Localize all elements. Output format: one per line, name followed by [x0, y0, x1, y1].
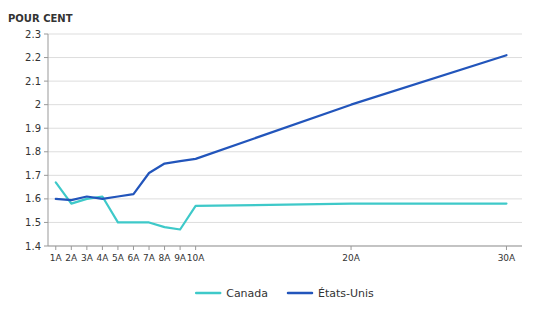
x-tick-label: 4A [96, 253, 109, 263]
series-line [56, 55, 507, 200]
legend-item: Canada [196, 287, 268, 300]
legend-swatch [196, 292, 220, 295]
x-tick [117, 246, 118, 250]
y-tick-label: 1.6 [25, 193, 41, 204]
grid-line [48, 104, 522, 105]
x-axis-line [48, 246, 522, 247]
x-tick [71, 246, 72, 250]
x-tick [55, 246, 56, 250]
x-tick [102, 246, 103, 250]
grid-line [48, 57, 522, 58]
grid-line [48, 34, 522, 35]
grid-line [48, 246, 522, 247]
y-tick [44, 151, 48, 152]
x-tick-label: 20A [342, 253, 360, 263]
y-tick [44, 175, 48, 176]
x-tick [195, 246, 196, 250]
y-tick [44, 57, 48, 58]
y-tick-label: 1.5 [25, 217, 41, 228]
x-tick [351, 246, 352, 250]
y-tick [44, 81, 48, 82]
series-group [56, 55, 507, 229]
y-tick [44, 128, 48, 129]
y-tick [44, 34, 48, 35]
x-tick-label: 6A [128, 253, 141, 263]
x-tick-label: 8A [159, 253, 172, 263]
grid-line [48, 151, 522, 152]
x-tick-label: 10A [187, 253, 205, 263]
grid [48, 34, 522, 246]
legend-label: Canada [226, 287, 268, 300]
y-tick [44, 104, 48, 105]
y-tick-label: 1.7 [25, 170, 41, 181]
grid-line [48, 175, 522, 176]
legend-item: États-Unis [288, 287, 374, 300]
axes: 1.4 1.5 1.6 1.7 1.8 1.9 2 2.1 2.2 2.3 1A2A3A4A5A6A… [25, 29, 522, 264]
y-tick-label: 1.9 [25, 123, 41, 134]
legend-swatch [288, 292, 312, 295]
x-tick [506, 246, 507, 250]
y-tick [44, 246, 48, 247]
y-tick-label: 1.4 [25, 241, 41, 252]
x-tick-label: 7A [143, 253, 156, 263]
y-tick-label: 2.2 [25, 52, 41, 63]
x-tick [164, 246, 165, 250]
y-tick-label: 2.3 [25, 29, 41, 40]
legend: Canada États-Unis [196, 287, 374, 300]
y-tick-label: 2 [35, 99, 41, 110]
series-line [56, 182, 507, 229]
y-axis-line [48, 34, 49, 246]
x-tick-label: 2A [65, 253, 78, 263]
x-tick-label: 1A [50, 253, 63, 263]
x-tick [86, 246, 87, 250]
grid-line [48, 198, 522, 199]
y-axis-label: POUR CENT [8, 13, 73, 24]
grid-line [48, 81, 522, 82]
chart: 1.4 1.5 1.6 1.7 1.8 1.9 2 2.1 2.2 2.3 1A2A3A4A5A6A… [0, 0, 540, 315]
x-tick-label: 30A [498, 253, 516, 263]
y-tick-label: 2.1 [25, 76, 41, 87]
x-tick [133, 246, 134, 250]
y-tick-label: 1.8 [25, 146, 41, 157]
x-tick-label: 5A [112, 253, 125, 263]
y-tick [44, 198, 48, 199]
x-tick-label: 3A [81, 253, 94, 263]
x-tick-label: 9A [174, 253, 187, 263]
legend-label: États-Unis [318, 287, 374, 300]
x-tick [149, 246, 150, 250]
x-tick [180, 246, 181, 250]
y-tick [44, 222, 48, 223]
